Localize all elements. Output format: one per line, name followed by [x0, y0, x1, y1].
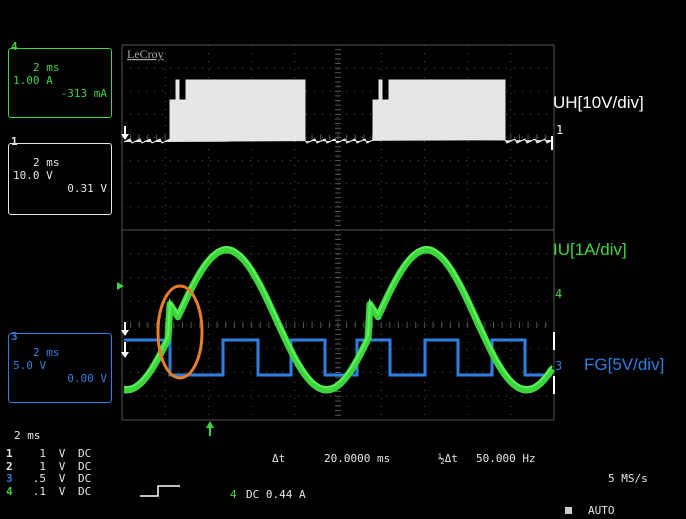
- mode-indicator-icon: [565, 507, 572, 514]
- channel-1-scale: 10.0 V: [13, 169, 53, 182]
- lecroy-logo: LeCroy: [127, 47, 164, 61]
- channel-4-timebase: 2 ms: [33, 61, 60, 74]
- iu-label: IU[1A/div]: [553, 240, 627, 259]
- channel-1-box[interactable]: 1 2 ms 10.0 V 0.31 V: [8, 135, 112, 215]
- ground-marker-ch3: [121, 322, 129, 358]
- delta-t-label: Δt: [272, 452, 286, 465]
- channel-4-number: 4: [11, 40, 18, 53]
- channel-3-timebase: 2 ms: [33, 346, 60, 359]
- channel-list-row: 2 1 V DC: [6, 459, 106, 474]
- row-channel-scale: .5: [32, 472, 46, 485]
- trigger-position-marker: [206, 421, 214, 436]
- channel-list-row: 1 1 V DC: [6, 447, 106, 461]
- iu-waveform: [122, 246, 555, 394]
- delta-t-value: 20.0000 ms: [324, 452, 391, 465]
- channel-1-number: 1: [11, 135, 18, 148]
- row-channel-number: 4: [6, 484, 13, 498]
- row-channel-coupling: DC: [78, 447, 92, 460]
- row-channel-scale: 1: [39, 459, 46, 473]
- right-markers: 1 4 3: [551, 123, 563, 394]
- row-channel-number: 1: [6, 447, 13, 460]
- trigger-channel-icon: 4: [230, 488, 237, 501]
- fg-label: FG[5V/div]: [584, 355, 665, 374]
- row-channel-coupling: DC: [78, 459, 92, 473]
- sample-rate: 5 MS/s: [608, 472, 648, 485]
- channel-list-row: 4 .1 V DC: [6, 484, 106, 499]
- grid: [121, 44, 555, 421]
- inverse-delta-t-label: ½Δt: [438, 452, 458, 465]
- row-channel-scale: 1: [39, 447, 46, 460]
- row-channel-unit: V: [58, 447, 66, 460]
- timebase-readout: 2 ms: [14, 429, 41, 442]
- row-channel-unit: V: [58, 472, 66, 485]
- channel-3-scale: 5.0 V: [13, 359, 47, 372]
- channel-3-number: 3: [11, 330, 18, 343]
- row-channel-scale: .1: [32, 484, 46, 498]
- trigger-level-marker: [117, 282, 124, 290]
- svg-text:3: 3: [555, 359, 562, 373]
- uh-waveform: [123, 79, 554, 144]
- row-channel-coupling: DC: [78, 472, 92, 485]
- channel-list-row: 3 .5 V DC: [6, 472, 106, 486]
- channel-1-timebase: 2 ms: [33, 156, 60, 169]
- channel-4-box[interactable]: 4 2 ms 1.00 A -313 mA: [8, 40, 112, 118]
- row-channel-coupling: DC: [78, 484, 92, 498]
- row-channel-unit: V: [58, 484, 66, 498]
- channel-3-box[interactable]: 3 2 ms 5.0 V 0.00 V: [8, 330, 112, 403]
- row-channel-number: 2: [6, 459, 13, 473]
- svg-text:1: 1: [556, 123, 563, 137]
- frequency-value: 50.000 Hz: [476, 452, 536, 465]
- iu-waveform-edge: [123, 245, 553, 389]
- row-channel-unit: V: [58, 459, 66, 473]
- trigger-mode[interactable]: AUTO: [588, 504, 615, 517]
- uh-label: UH[10V/div]: [553, 93, 644, 112]
- svg-text:4: 4: [555, 287, 562, 301]
- channel-list: 1 1 V DC 2 1 V DC 3.5 V DC 4.1 V DC: [6, 447, 106, 499]
- channel-3-value: 0.00 V: [67, 372, 107, 385]
- ground-marker-ch1: [121, 126, 129, 140]
- row-channel-number: 3: [6, 472, 13, 485]
- trigger-readout: DC 0.44 A: [246, 488, 306, 501]
- highlight-ellipse: [156, 284, 204, 380]
- channel-4-scale: 1.00 A: [13, 74, 53, 87]
- channel-4-value: -313 mA: [60, 87, 107, 100]
- trigger-slope-icon: [140, 485, 180, 497]
- channel-1-value: 0.31 V: [67, 182, 107, 195]
